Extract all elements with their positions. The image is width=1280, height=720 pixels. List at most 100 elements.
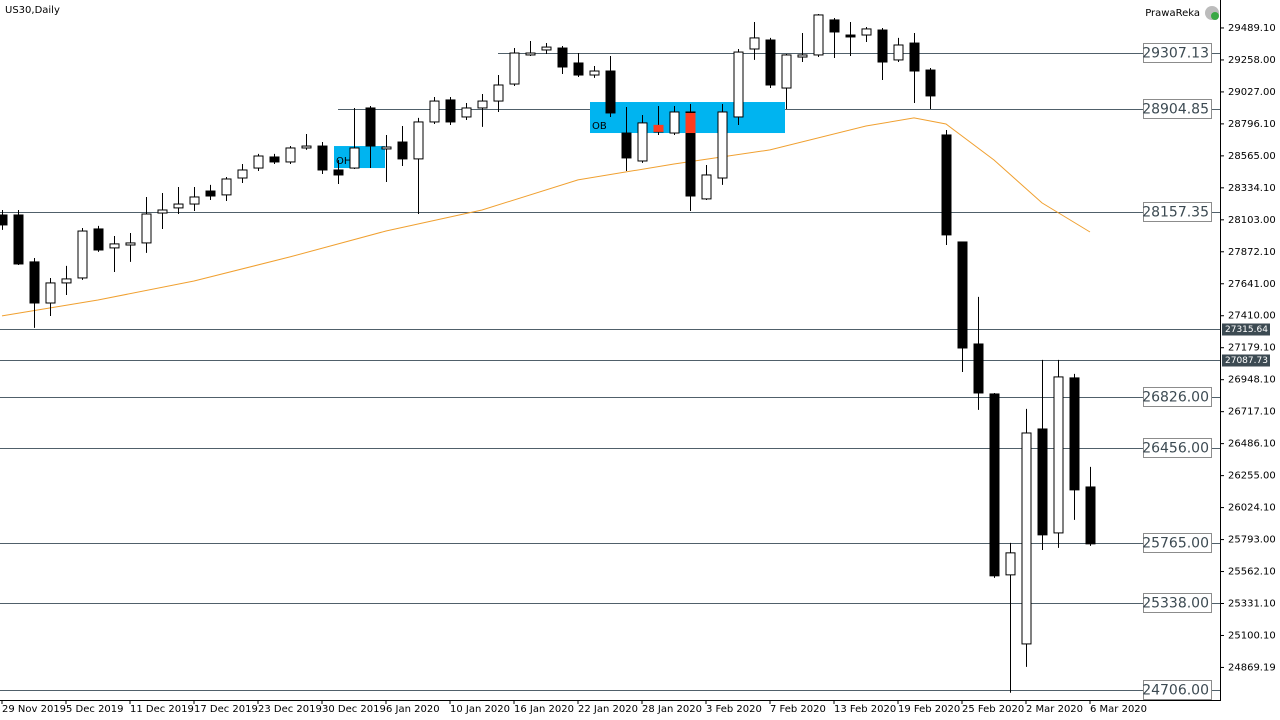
y-tick-label: 25100.10 bbox=[1228, 630, 1276, 641]
y-tick-label: 27410.00 bbox=[1228, 311, 1276, 322]
y-tick-label: 27872.10 bbox=[1228, 247, 1276, 258]
x-tick-label: 7 Feb 2020 bbox=[770, 704, 826, 715]
zone-label: OB bbox=[592, 121, 607, 132]
level-label: 25338.00 bbox=[1142, 596, 1209, 612]
candle-body bbox=[861, 28, 872, 36]
x-tick-label: 17 Dec 2019 bbox=[194, 704, 258, 715]
level-label: 24706.00 bbox=[1142, 683, 1209, 699]
candle-body bbox=[941, 134, 952, 236]
axis-level-label: 27087.73 bbox=[1225, 356, 1268, 366]
x-tick-label: 13 Feb 2020 bbox=[834, 704, 896, 715]
candle-body bbox=[0, 214, 8, 226]
level-label: 28157.35 bbox=[1142, 205, 1209, 221]
level-label-box bbox=[1143, 43, 1212, 63]
candle-body bbox=[349, 147, 360, 169]
candle-body bbox=[621, 132, 632, 159]
marker bbox=[685, 112, 696, 134]
candle-body bbox=[13, 214, 24, 265]
candle-body bbox=[925, 69, 936, 97]
x-tick-label: 11 Dec 2019 bbox=[130, 704, 194, 715]
level-label-box bbox=[1143, 533, 1212, 553]
candle-body bbox=[205, 190, 216, 197]
candle-body bbox=[637, 122, 648, 162]
x-tick-label: 23 Dec 2019 bbox=[258, 704, 322, 715]
candle-body bbox=[221, 178, 232, 196]
watermark: PrawaReka bbox=[1145, 8, 1200, 19]
marker bbox=[653, 124, 664, 132]
candle-body bbox=[381, 146, 392, 150]
candle-body bbox=[189, 196, 200, 205]
candle-body bbox=[445, 99, 456, 123]
chart-title: US30,Daily bbox=[5, 5, 60, 16]
candle-body bbox=[685, 111, 696, 197]
logo-dot bbox=[1211, 12, 1219, 20]
candle-body bbox=[557, 47, 568, 68]
candle-body bbox=[237, 169, 248, 179]
candle-body bbox=[429, 100, 440, 123]
x-tick-label: 30 Dec 2019 bbox=[322, 704, 386, 715]
y-tick-label: 25793.00 bbox=[1228, 535, 1276, 546]
candle-body bbox=[877, 29, 888, 63]
x-tick-label: 5 Dec 2019 bbox=[66, 704, 124, 715]
candle-body bbox=[1069, 377, 1080, 491]
y-tick-label: 26717.10 bbox=[1228, 407, 1276, 418]
axis-level-label: 27315.64 bbox=[1225, 325, 1268, 335]
candle-body bbox=[1085, 486, 1096, 545]
axis-level-box bbox=[1222, 323, 1270, 336]
level-label: 28904.85 bbox=[1142, 102, 1209, 118]
candle-body bbox=[365, 107, 376, 147]
candle-body bbox=[589, 70, 600, 76]
candle-body bbox=[173, 203, 184, 209]
candle-body bbox=[1021, 432, 1032, 645]
x-tick-label: 3 Feb 2020 bbox=[706, 704, 762, 715]
y-tick-label: 25331.10 bbox=[1228, 599, 1276, 610]
candle-body bbox=[93, 228, 104, 251]
candle-body bbox=[141, 213, 152, 244]
candle-body bbox=[493, 84, 504, 102]
candle-body bbox=[989, 393, 1000, 577]
candle-body bbox=[333, 169, 344, 176]
x-tick-label: 6 Jan 2020 bbox=[386, 704, 440, 715]
candle-body bbox=[1005, 552, 1016, 576]
candle-body bbox=[701, 174, 712, 200]
x-tick-label: 25 Feb 2020 bbox=[962, 704, 1024, 715]
candle-body bbox=[749, 37, 760, 50]
x-tick-label: 28 Jan 2020 bbox=[642, 704, 702, 715]
x-tick-label: 10 Jan 2020 bbox=[450, 704, 510, 715]
axis-level-box bbox=[1222, 354, 1270, 367]
candle-body bbox=[253, 155, 264, 169]
candle-body bbox=[301, 145, 312, 149]
candle-body bbox=[733, 51, 744, 118]
y-tick-label: 28334.10 bbox=[1228, 183, 1276, 194]
candle-body bbox=[285, 147, 296, 163]
candle-body bbox=[845, 34, 856, 38]
y-tick-label: 28103.00 bbox=[1228, 215, 1276, 226]
candle-body bbox=[125, 242, 136, 246]
candle-body bbox=[317, 145, 328, 171]
level-label: 26456.00 bbox=[1142, 441, 1209, 457]
level-label: 25765.00 bbox=[1142, 536, 1209, 552]
candle-body bbox=[77, 230, 88, 279]
candle-body bbox=[1053, 376, 1064, 534]
y-tick-label: 28565.00 bbox=[1228, 151, 1276, 162]
x-tick-label: 16 Jan 2020 bbox=[514, 704, 574, 715]
candle-body bbox=[541, 46, 552, 51]
candle-body bbox=[269, 156, 280, 163]
x-tick-label: 22 Jan 2020 bbox=[578, 704, 638, 715]
level-label-box bbox=[1143, 438, 1212, 458]
level-label-box bbox=[1143, 593, 1212, 613]
x-tick-label: 6 Mar 2020 bbox=[1090, 704, 1147, 715]
candle-body bbox=[973, 343, 984, 394]
y-tick-label: 27641.00 bbox=[1228, 279, 1276, 290]
candle-body bbox=[781, 54, 792, 89]
level-label-box bbox=[1143, 99, 1212, 119]
y-tick-label: 28796.10 bbox=[1228, 119, 1276, 130]
level-label-box bbox=[1143, 680, 1212, 700]
moving-average bbox=[1, 117, 1091, 317]
candle-body bbox=[829, 19, 840, 33]
x-tick-label: 19 Feb 2020 bbox=[898, 704, 960, 715]
candle-body bbox=[669, 111, 680, 134]
level-label: 26826.00 bbox=[1142, 390, 1209, 406]
